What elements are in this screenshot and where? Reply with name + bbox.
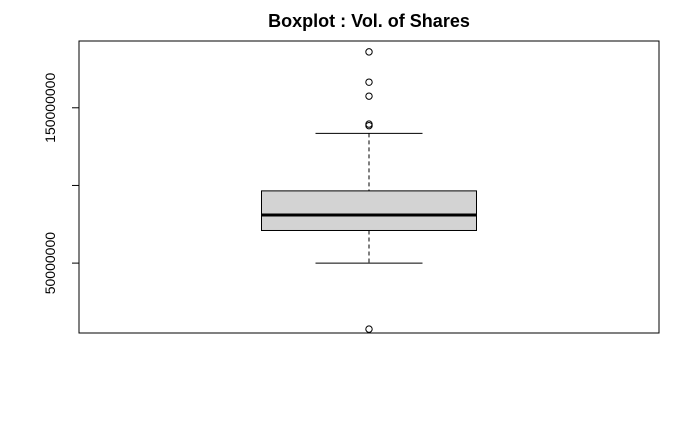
y-tick-label-2: 150000000 bbox=[42, 73, 58, 143]
y-axis: 50000000 150000000 bbox=[42, 73, 80, 295]
y-tick-label-0: 50000000 bbox=[42, 232, 58, 295]
plot-frame bbox=[78, 40, 660, 334]
outlier-point-5 bbox=[365, 325, 373, 333]
outlier-point-1 bbox=[365, 78, 373, 86]
chart-title: Boxplot : Vol. of Shares bbox=[268, 11, 470, 31]
outlier-point-2 bbox=[365, 92, 373, 100]
outlier-group bbox=[365, 48, 373, 333]
outlier-point-4 bbox=[365, 121, 373, 130]
box-group bbox=[261, 132, 477, 264]
interquartile-box bbox=[261, 190, 477, 231]
outlier-point-0 bbox=[365, 48, 373, 56]
